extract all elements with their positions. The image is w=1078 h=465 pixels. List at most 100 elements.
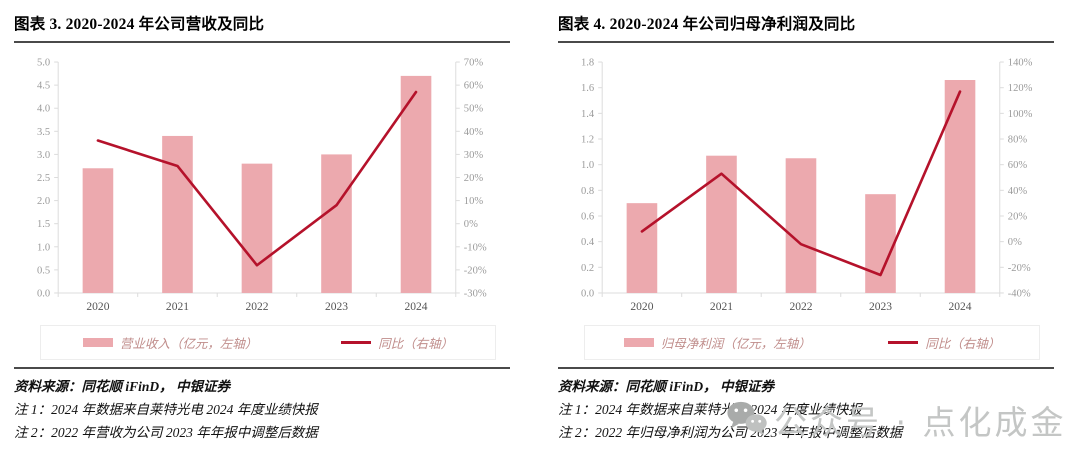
note-1: 注 1：2024 年数据来自莱特光电 2024 年度业绩快报 [14,402,318,418]
svg-text:0.0: 0.0 [37,288,50,299]
svg-text:40%: 40% [1008,186,1028,197]
svg-text:1.0: 1.0 [581,160,594,171]
x-tick-label: 2023 [325,301,348,313]
title-rule [558,41,1054,43]
net-profit-chart: 1.8 1.6 1.4 1.2 1.0 0.8 0.6 0.4 0.2 0.0 140% 120% 10… [558,52,1054,325]
line-swatch-icon [341,341,372,345]
svg-text:1.8: 1.8 [581,58,594,69]
net-profit-chart-svg: 1.8 1.6 1.4 1.2 1.0 0.8 0.6 0.4 0.2 0.0 140% 120% 10… [581,58,1033,313]
svg-text:0.4: 0.4 [581,237,595,248]
svg-text:50%: 50% [464,104,484,115]
x-tick-label: 2024 [404,301,427,313]
x-tick-label: 2022 [245,301,268,313]
source-text: 资料来源：同花顺 iFinD， 中银证券 [14,379,231,395]
x-tick-label: 2023 [869,301,892,313]
legend-label-yoy: 同比（右轴） [925,337,1001,352]
right-axis: 140% 120% 100% 80% 60% 40% 20% 0% -20% -40% [999,58,1033,299]
net-profit-chart-legend: 归母净利润（亿元，左轴） 同比（右轴） [584,325,1040,361]
bar-2021 [706,155,737,293]
svg-text:10%: 10% [464,196,484,207]
bar-2022 [785,158,817,293]
x-axis: 2020 2021 2022 2023 2024 [57,292,457,313]
bar-2022 [241,163,273,293]
bar-swatch-icon [623,338,654,348]
x-tick-label: 2021 [166,301,189,313]
left-axis: 5.0 4.5 4.0 3.5 3.0 2.5 2.0 1.5 1.0 0.5 0.0 [37,58,59,299]
x-tick-label: 2020 [630,301,653,313]
line-swatch-icon [888,341,919,345]
x-tick-label: 2024 [948,301,971,313]
source-text: 资料来源：同花顺 iFinD， 中银证券 [558,379,775,395]
chart-title-net-profit: 图表 4. 2020-2024 年公司归母净利润及同比 [558,16,856,33]
yoy-line [96,90,418,267]
svg-text:2.0: 2.0 [37,196,50,207]
svg-text:5.0: 5.0 [37,58,50,69]
bar-2023 [865,194,896,293]
revenue-chart-legend: 营业收入（亿元，左轴） 同比（右轴） [40,325,496,361]
svg-text:1.2: 1.2 [581,135,594,146]
legend-label-revenue: 营业收入（亿元，左轴） [119,337,258,352]
source-rule [558,367,1054,370]
note-2: 注 2：2022 年归母净利润为公司 2023 年年报中调整后数据 [558,425,903,441]
bar-2023 [321,154,352,293]
svg-text:0.0: 0.0 [581,288,594,299]
svg-text:20%: 20% [464,173,484,184]
bars [626,80,976,293]
svg-text:1.6: 1.6 [581,83,594,94]
svg-text:-30%: -30% [464,288,487,299]
svg-text:0%: 0% [1008,237,1022,248]
svg-text:-20%: -20% [1008,263,1031,274]
legend-item-yoy-line: 同比（右轴） [341,333,453,352]
chart-panel-revenue: 图表 3. 2020-2024 年公司营收及同比 5.0 4.5 4.0 3.5 3.0… [14,10,510,465]
svg-text:0.6: 0.6 [581,212,594,223]
svg-text:2.5: 2.5 [37,173,50,184]
svg-text:120%: 120% [1008,83,1033,94]
svg-text:-40%: -40% [1008,288,1031,299]
yoy-line [640,90,962,277]
bar-2021 [162,135,193,293]
bar-2024 [944,80,976,293]
bar-2024 [400,75,432,293]
note-2: 注 2：2022 年营收为公司 2023 年年报中调整后数据 [14,425,318,441]
svg-text:30%: 30% [464,150,484,161]
bars [82,75,432,293]
svg-text:100%: 100% [1008,109,1033,120]
x-tick-label: 2022 [789,301,812,313]
svg-text:40%: 40% [464,127,484,138]
svg-text:60%: 60% [464,81,484,92]
revenue-chart: 5.0 4.5 4.0 3.5 3.0 2.5 2.0 1.5 1.0 0.5 0.0 70% 60% 5… [14,52,510,325]
svg-text:1.0: 1.0 [37,242,50,253]
left-axis: 1.8 1.6 1.4 1.2 1.0 0.8 0.6 0.4 0.2 0.0 [581,58,603,299]
svg-text:4.0: 4.0 [37,104,50,115]
revenue-chart-svg: 5.0 4.5 4.0 3.5 3.0 2.5 2.0 1.5 1.0 0.5 0.0 70% 60% 5… [37,58,487,313]
svg-text:-20%: -20% [464,265,487,276]
legend-label-net-profit: 归母净利润（亿元，左轴） [660,337,811,352]
note-1: 注 1：2024 年数据来自莱特光电 2024 年度业绩快报 [558,402,862,418]
svg-text:3.5: 3.5 [37,127,50,138]
x-tick-label: 2021 [710,301,733,313]
svg-text:20%: 20% [1008,212,1028,223]
svg-text:80%: 80% [1008,135,1028,146]
svg-text:0.2: 0.2 [581,263,594,274]
svg-text:1.5: 1.5 [37,219,50,230]
x-axis: 2020 2021 2022 2023 2024 [601,292,1001,313]
right-axis: 70% 60% 50% 40% 30% 20% 10% 0% -10% -20% -30% [455,58,487,299]
title-rule [14,41,510,43]
legend-item-yoy-line: 同比（右轴） [888,333,1000,352]
svg-text:1.4: 1.4 [581,109,595,120]
x-tick-label: 2020 [86,301,109,313]
legend-item-net-profit-bar: 归母净利润（亿元，左轴） [623,333,811,352]
svg-text:4.5: 4.5 [37,81,50,92]
svg-text:60%: 60% [1008,160,1028,171]
bar-2020 [82,168,114,293]
bar-swatch-icon [82,338,113,348]
svg-text:3.0: 3.0 [37,150,50,161]
svg-text:70%: 70% [464,58,484,69]
bar-2020 [626,203,658,293]
svg-text:0.5: 0.5 [37,265,50,276]
svg-text:0.8: 0.8 [581,186,594,197]
chart-title-revenue: 图表 3. 2020-2024 年公司营收及同比 [14,16,265,33]
chart-panel-net-profit: 图表 4. 2020-2024 年公司归母净利润及同比 1.8 1.6 1.4 1.2… [558,10,1054,465]
svg-text:140%: 140% [1008,58,1033,69]
